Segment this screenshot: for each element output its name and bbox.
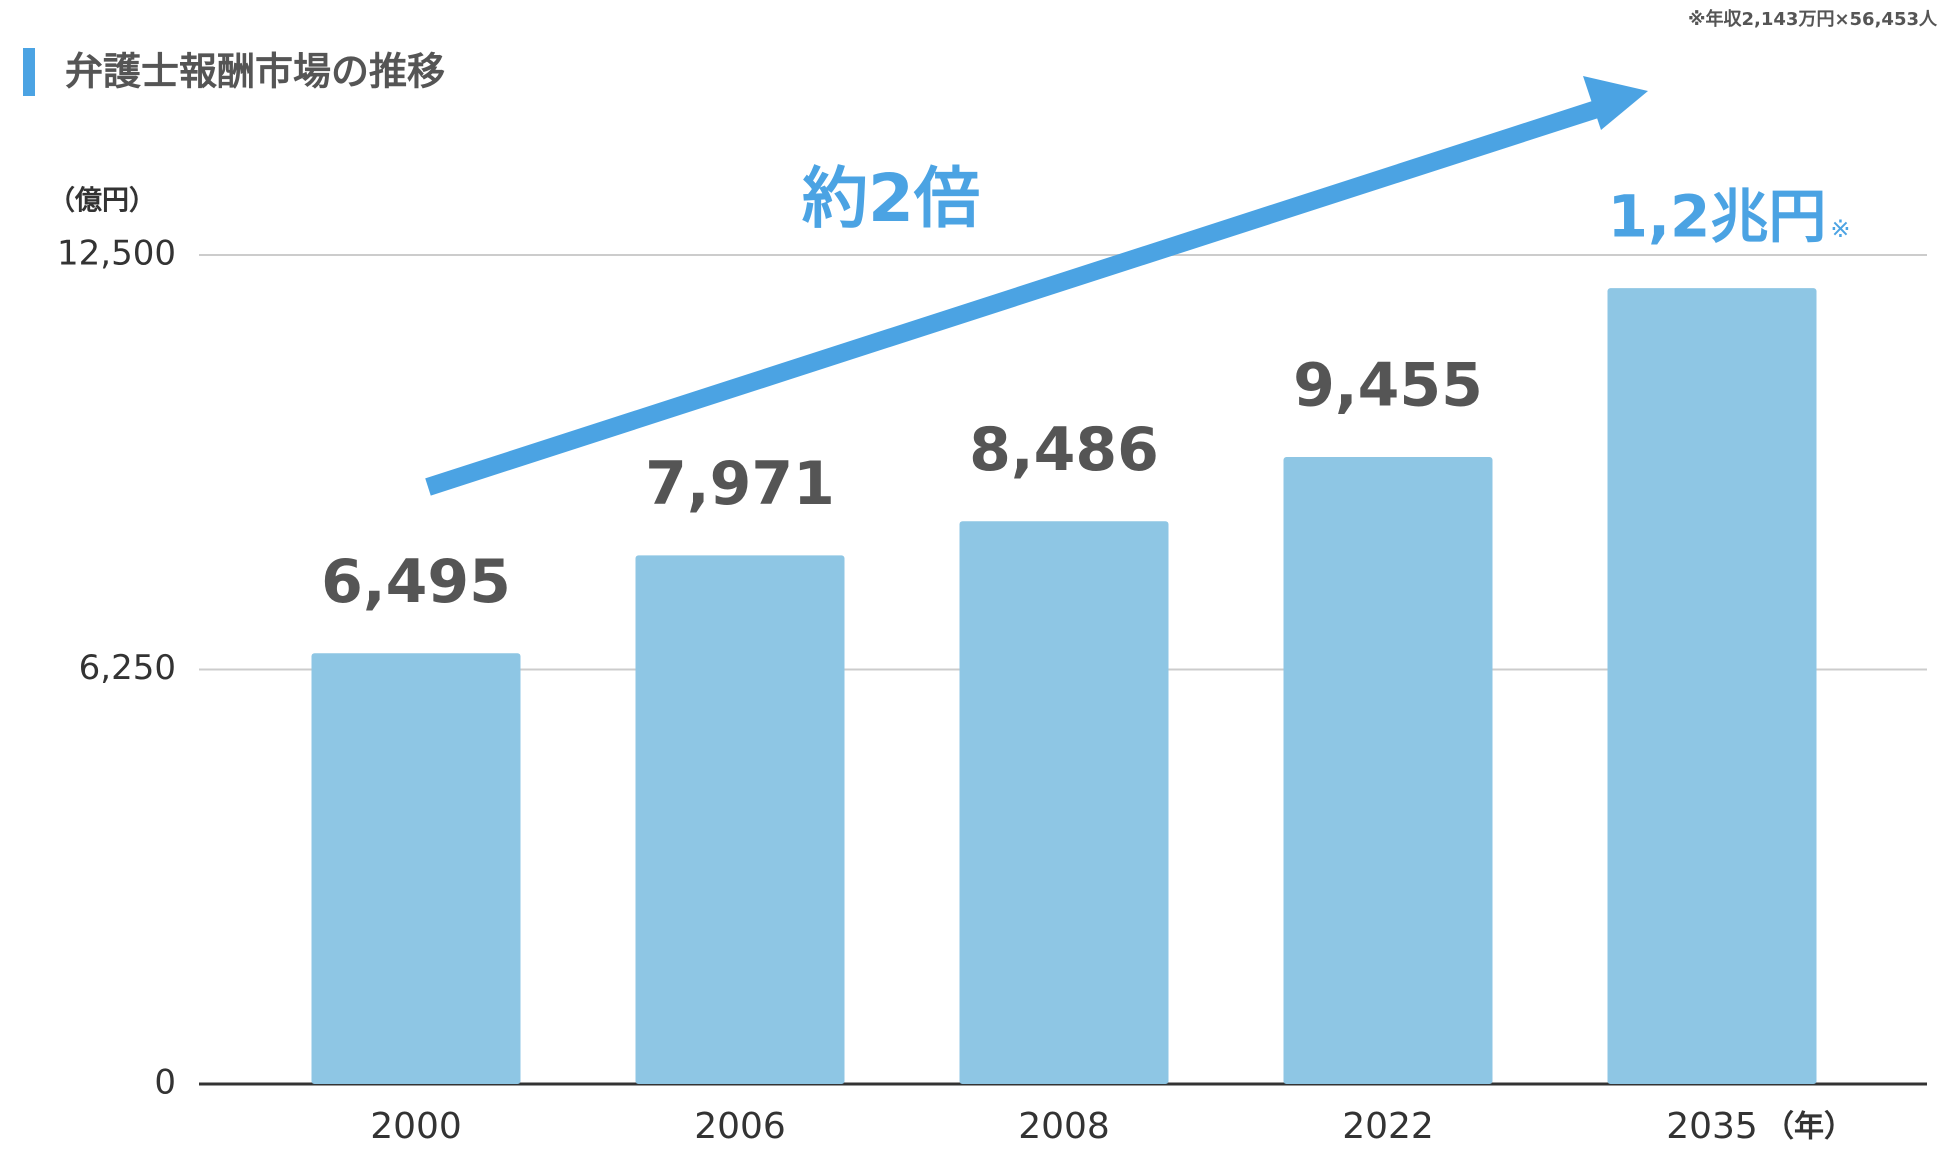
x-axis-label: （年） bbox=[1764, 1110, 1854, 1145]
x-tick-label: 2022 bbox=[1342, 1106, 1434, 1147]
y-axis-label: （億円） bbox=[48, 186, 156, 217]
bar bbox=[1607, 288, 1817, 1084]
bar bbox=[635, 555, 845, 1084]
y-tick-label: 0 bbox=[154, 1063, 176, 1103]
bar bbox=[1283, 456, 1493, 1084]
trend-arrowhead bbox=[1583, 76, 1648, 130]
value-label: 7,971 bbox=[645, 449, 835, 519]
value-label: 9,455 bbox=[1293, 351, 1483, 421]
x-tick-label: 2008 bbox=[1018, 1106, 1110, 1147]
x-tick-label: 2035 bbox=[1666, 1106, 1758, 1147]
y-tick-label: 6,250 bbox=[79, 648, 176, 688]
value-label: 1,2兆円 bbox=[1608, 182, 1827, 250]
chart-title: 弁護士報酬市場の推移 bbox=[65, 50, 445, 94]
trend-arrow bbox=[425, 99, 1603, 496]
annotation: 約2倍 bbox=[802, 160, 980, 237]
x-tick-label: 2000 bbox=[370, 1106, 462, 1147]
y-tick-label: 12,500 bbox=[57, 234, 176, 274]
value-label-note: ※ bbox=[1830, 215, 1850, 243]
title-accent bbox=[23, 48, 35, 96]
footnote: ※年収2,143万円×56,453人 bbox=[1688, 8, 1938, 30]
bar bbox=[311, 653, 521, 1084]
value-label: 8,486 bbox=[969, 415, 1159, 485]
bar bbox=[959, 521, 1169, 1084]
value-label: 6,495 bbox=[321, 547, 511, 617]
x-tick-label: 2006 bbox=[694, 1106, 786, 1147]
